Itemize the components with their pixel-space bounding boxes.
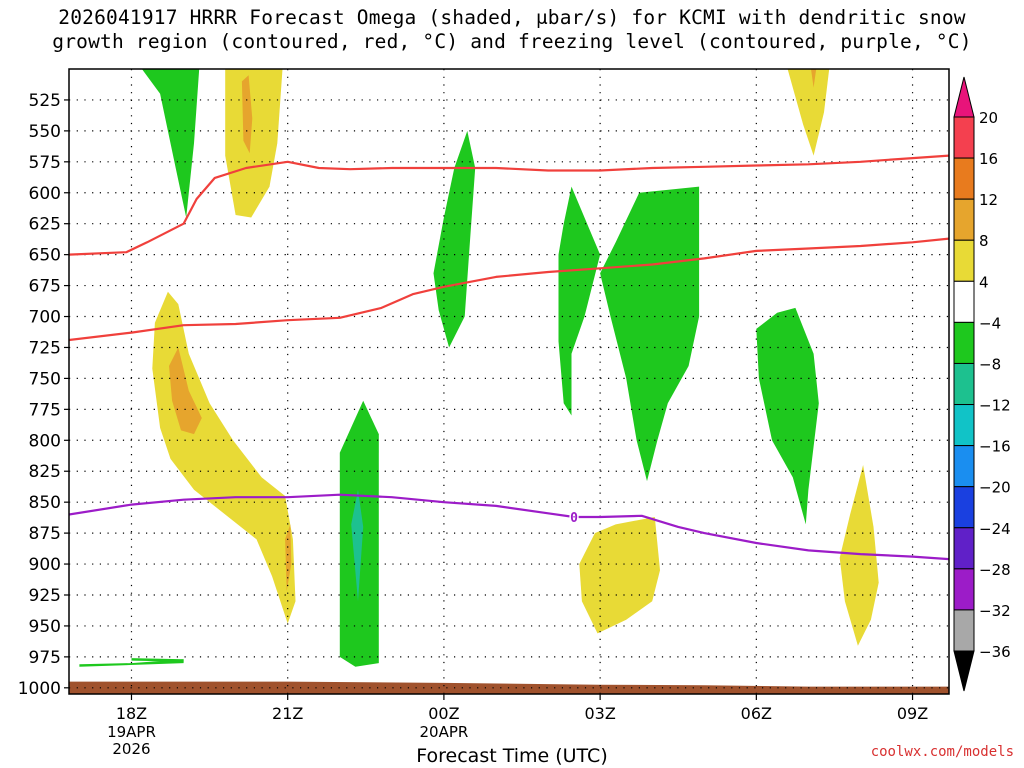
contour-label: 0: [570, 511, 578, 526]
colorbar-top-arrow: [953, 76, 975, 118]
contour-lines: 0: [69, 154, 949, 561]
colorbar-segment: [953, 280, 975, 323]
colorbar-label: −36: [979, 643, 1011, 661]
colorbar-label: 20: [979, 109, 998, 127]
omega-region-13: [756, 307, 819, 525]
plot-frame: [68, 68, 950, 695]
omega-region-14: [579, 517, 660, 634]
x-tick-label: 06Z: [741, 704, 772, 723]
title-line-2: growth region (contoured, red, °C) and f…: [52, 30, 972, 53]
colorbar-segment: [953, 609, 975, 652]
pressure-tick-labels: 525 550 575 600 625 650 675 700 725 750 775 800 825 8…: [18, 91, 69, 699]
y-tick-label: 675: [29, 277, 61, 297]
y-tick-label: 750: [29, 369, 61, 389]
y-tick-label: 550: [29, 122, 61, 142]
colorbar-bottom-arrow: [953, 650, 975, 692]
omega-region-2: [241, 75, 253, 154]
omega-region-5: [152, 291, 296, 624]
y-tick-label: 575: [29, 153, 61, 173]
y-tick-label: 975: [29, 648, 61, 668]
y-tick-label: 650: [29, 246, 61, 266]
y-tick-label: 875: [29, 524, 61, 544]
colorbar-label: −12: [979, 397, 1011, 415]
y-tick-label: 800: [29, 431, 61, 451]
y-tick-label: 950: [29, 617, 61, 637]
colorbar-label: 4: [979, 273, 989, 291]
omega-region-10: [433, 130, 476, 348]
title-line-1: 2026041917 HRRR Forecast Omega (shaded, …: [58, 6, 966, 29]
freezing-level-line: [69, 493, 949, 561]
omega-region-6: [169, 347, 202, 435]
omega-region-1: [225, 69, 283, 218]
dotted-grid: [69, 69, 949, 694]
colorbar-label: −28: [979, 561, 1011, 579]
colorbar-segment: [953, 445, 975, 488]
colorbar: 20 16 12 8 4 −4 −8 −12 −16 −20 −24 −28 −32 −36: [953, 76, 1011, 692]
colorbar-label: −4: [979, 314, 1001, 332]
x-tick-label: 00Z: [428, 704, 459, 723]
colorbar-segment: [953, 404, 975, 447]
x-tick-label: 03Z: [584, 704, 615, 723]
y-tick-label: 725: [29, 338, 61, 358]
omega-shading: [79, 69, 879, 667]
colorbar-segment: [953, 568, 975, 611]
x-tick-sublabel: 20APR: [419, 723, 468, 741]
y-tick-label: 900: [29, 555, 61, 575]
y-tick-label: 700: [29, 308, 61, 328]
omega-region-15: [839, 465, 879, 646]
colorbar-label: −24: [979, 520, 1011, 538]
colorbar-label: 16: [979, 150, 998, 168]
colorbar-segment: [953, 486, 975, 529]
colorbar-segment: [953, 321, 975, 364]
colorbar-label: −8: [979, 355, 1001, 373]
colorbar-label: −32: [979, 602, 1011, 620]
omega-region-7: [285, 524, 292, 592]
y-tick-label: 850: [29, 493, 61, 513]
colorbar-segment: [953, 362, 975, 406]
credit-text: coolwx.com/models: [870, 744, 1014, 760]
colorbar-segment: [953, 198, 975, 241]
colorbar-label: −16: [979, 438, 1011, 456]
colorbar-segment: [953, 116, 975, 159]
omega-region-17: [131, 658, 184, 662]
plot-axes: [68, 68, 950, 695]
omega-region-12: [600, 186, 700, 482]
y-tick-label: 525: [29, 91, 61, 111]
y-tick-label: 600: [29, 184, 61, 204]
x-tick-label: 21Z: [272, 704, 303, 723]
y-tick-label: 1000: [18, 679, 61, 699]
colorbar-segment: [953, 157, 975, 200]
y-tick-label: 925: [29, 586, 61, 606]
y-tick-label: 625: [29, 215, 61, 235]
colorbar-label: 8: [979, 232, 989, 250]
omega-region-3: [787, 69, 830, 156]
omega-region-16: [79, 659, 184, 667]
x-tick-sublabel: 2026: [112, 740, 150, 758]
dgz-contour-line: [69, 154, 949, 256]
omega-region-9: [351, 489, 364, 602]
dgz-contour-line: [69, 237, 949, 342]
omega-region-11: [558, 186, 601, 416]
chart-title: 2026041917 HRRR Forecast Omega (shaded, …: [0, 6, 1024, 54]
omega-region-0: [141, 69, 200, 218]
x-axis-label: Forecast Time (UTC): [416, 745, 608, 767]
y-tick-label: 825: [29, 462, 61, 482]
omega-region-4: [811, 69, 817, 88]
colorbar-segment: [953, 527, 975, 570]
colorbar-label: −20: [979, 479, 1011, 497]
colorbar-segment: [953, 239, 975, 282]
y-tick-label: 775: [29, 400, 61, 420]
x-tick-label: 18Z: [116, 704, 147, 723]
x-tick-label: 09Z: [897, 704, 928, 723]
x-tick-sublabel: 19APR: [107, 723, 156, 741]
colorbar-label: 12: [979, 191, 998, 209]
